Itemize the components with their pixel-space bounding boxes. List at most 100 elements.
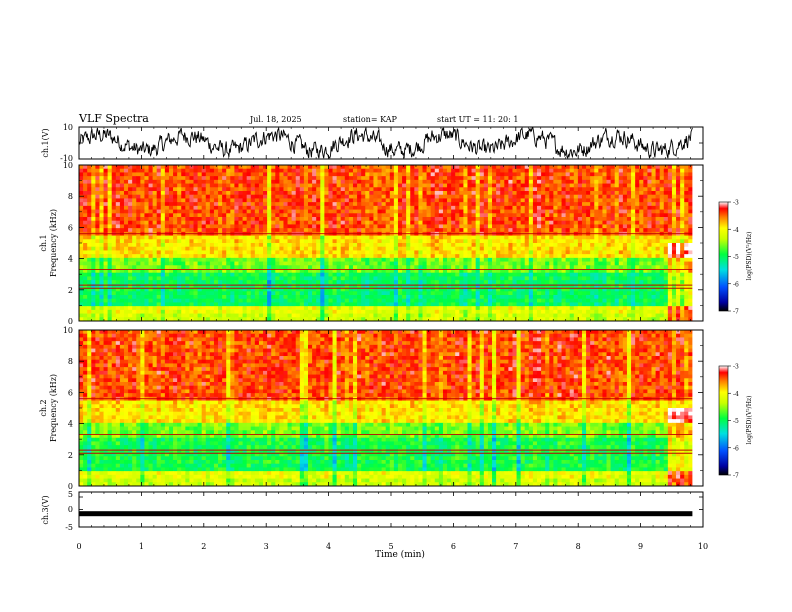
spectrogram-cell [447, 179, 452, 184]
spectrogram-cell [655, 202, 661, 207]
spectrogram-cell [434, 250, 440, 255]
spectrogram-cell [238, 205, 243, 210]
spectrogram-cell [222, 168, 227, 173]
spectrogram-cell [185, 235, 190, 240]
spectrogram-cell [626, 194, 632, 199]
spectrogram-cell [508, 254, 513, 259]
spectrogram-cell [234, 205, 239, 210]
spectrogram-cell [512, 280, 517, 285]
spectrogram-cell [402, 280, 407, 285]
spectrogram-cell [173, 194, 178, 199]
spectrogram-cell [99, 183, 104, 188]
spectrogram-cell [230, 220, 235, 225]
spectrogram-cell [336, 194, 342, 199]
spectrogram-cell [430, 194, 436, 199]
spectrogram-cell [242, 235, 248, 240]
spectrogram-cell [320, 283, 325, 288]
spectrogram-cell [647, 276, 652, 281]
spectrogram-cell [667, 213, 673, 218]
spectrogram-cell [344, 224, 350, 229]
spectrogram-cell [561, 209, 567, 214]
spectrogram-cell [545, 272, 550, 277]
spectrogram-cell [295, 179, 301, 184]
spectrogram-cell [283, 272, 288, 277]
spectrogram-cell [537, 254, 542, 259]
spectrogram-cell [291, 165, 297, 170]
spectrogram-cell [455, 246, 460, 251]
spectrogram-cell [516, 172, 522, 177]
spectrogram-cell [234, 239, 239, 244]
spectrogram-cell [287, 217, 293, 222]
spectrogram-cell [393, 224, 399, 229]
spectrogram-cell [455, 265, 460, 270]
spectrogram-cell [181, 224, 186, 229]
spectrogram-cell [218, 176, 223, 181]
spectrogram-cell [197, 217, 203, 222]
spectrogram-cell [606, 239, 612, 244]
spectrogram-cell [254, 243, 260, 248]
spectrogram-cell [569, 168, 575, 173]
spectrogram-cell [263, 261, 268, 266]
spectrogram-cell [271, 202, 276, 207]
spectrogram-cell [250, 187, 256, 192]
spectrogram-cell [136, 176, 141, 181]
spectrogram-cell [471, 265, 477, 270]
spectrogram-cell [136, 217, 141, 222]
spectrogram-cell [365, 261, 370, 266]
spectrogram-cell [512, 176, 517, 181]
spectrogram-cell [459, 209, 464, 214]
spectrogram-cell [177, 220, 182, 225]
spectrogram-cell [189, 202, 194, 207]
spectrogram-cell [402, 254, 407, 259]
spectrogram-cell [586, 176, 591, 181]
spectrogram-cell [132, 261, 137, 266]
spectrogram-cell [230, 179, 235, 184]
spectrogram-cell [238, 191, 243, 196]
spectrogram-cell [393, 172, 399, 177]
spectrogram-cell [218, 269, 223, 274]
spectrogram-cell [119, 202, 125, 207]
spectrogram-cell [136, 220, 141, 225]
spectrogram-cell [422, 172, 427, 177]
spectrogram-cell [410, 205, 415, 210]
spectrogram-cell [618, 191, 624, 196]
spectrogram-cell [606, 194, 612, 199]
spectrogram-cell [520, 168, 526, 173]
spectrogram-cell [344, 209, 350, 214]
spectrogram-cell [291, 246, 297, 251]
spectrogram-cell [667, 246, 673, 251]
spectrogram-cell [99, 243, 104, 248]
spectrogram-cell [524, 165, 530, 170]
spectrogram-cell [557, 261, 562, 266]
spectrogram-cell [357, 194, 362, 199]
spectrogram-cell [496, 228, 501, 233]
spectrogram-cell [504, 191, 509, 196]
spectrogram-cell [635, 280, 640, 285]
spectrogram-cell [295, 280, 301, 285]
spectrogram-cell [647, 250, 652, 255]
spectrogram-cell [177, 283, 182, 288]
spectrogram-cell [209, 209, 215, 214]
spectrogram-cell [614, 283, 620, 288]
spectrogram-cell [328, 243, 333, 248]
spectrogram-cell [667, 235, 673, 240]
spectrogram-cell [103, 191, 109, 196]
spectrogram-cell [254, 172, 260, 177]
spectrogram-cell [524, 168, 530, 173]
spectrogram-cell [361, 243, 366, 248]
spectrogram-cell [463, 172, 468, 177]
spectrogram-cell [496, 243, 501, 248]
spectrogram-cell [283, 165, 288, 170]
spectrogram-cell [487, 179, 493, 184]
spectrogram-cell [618, 213, 624, 218]
spectrogram-cell [218, 194, 223, 199]
spectrogram-cell [663, 224, 669, 229]
spectrogram-cell [631, 165, 636, 170]
spectrogram-cell [197, 187, 203, 192]
spectrogram-cell [618, 194, 624, 199]
spectrogram-cell [193, 254, 198, 259]
spectrogram-cell [242, 261, 248, 266]
spectrogram-cell [626, 254, 632, 259]
spectrogram-cell [516, 176, 522, 181]
spectrogram-cell [418, 246, 423, 251]
